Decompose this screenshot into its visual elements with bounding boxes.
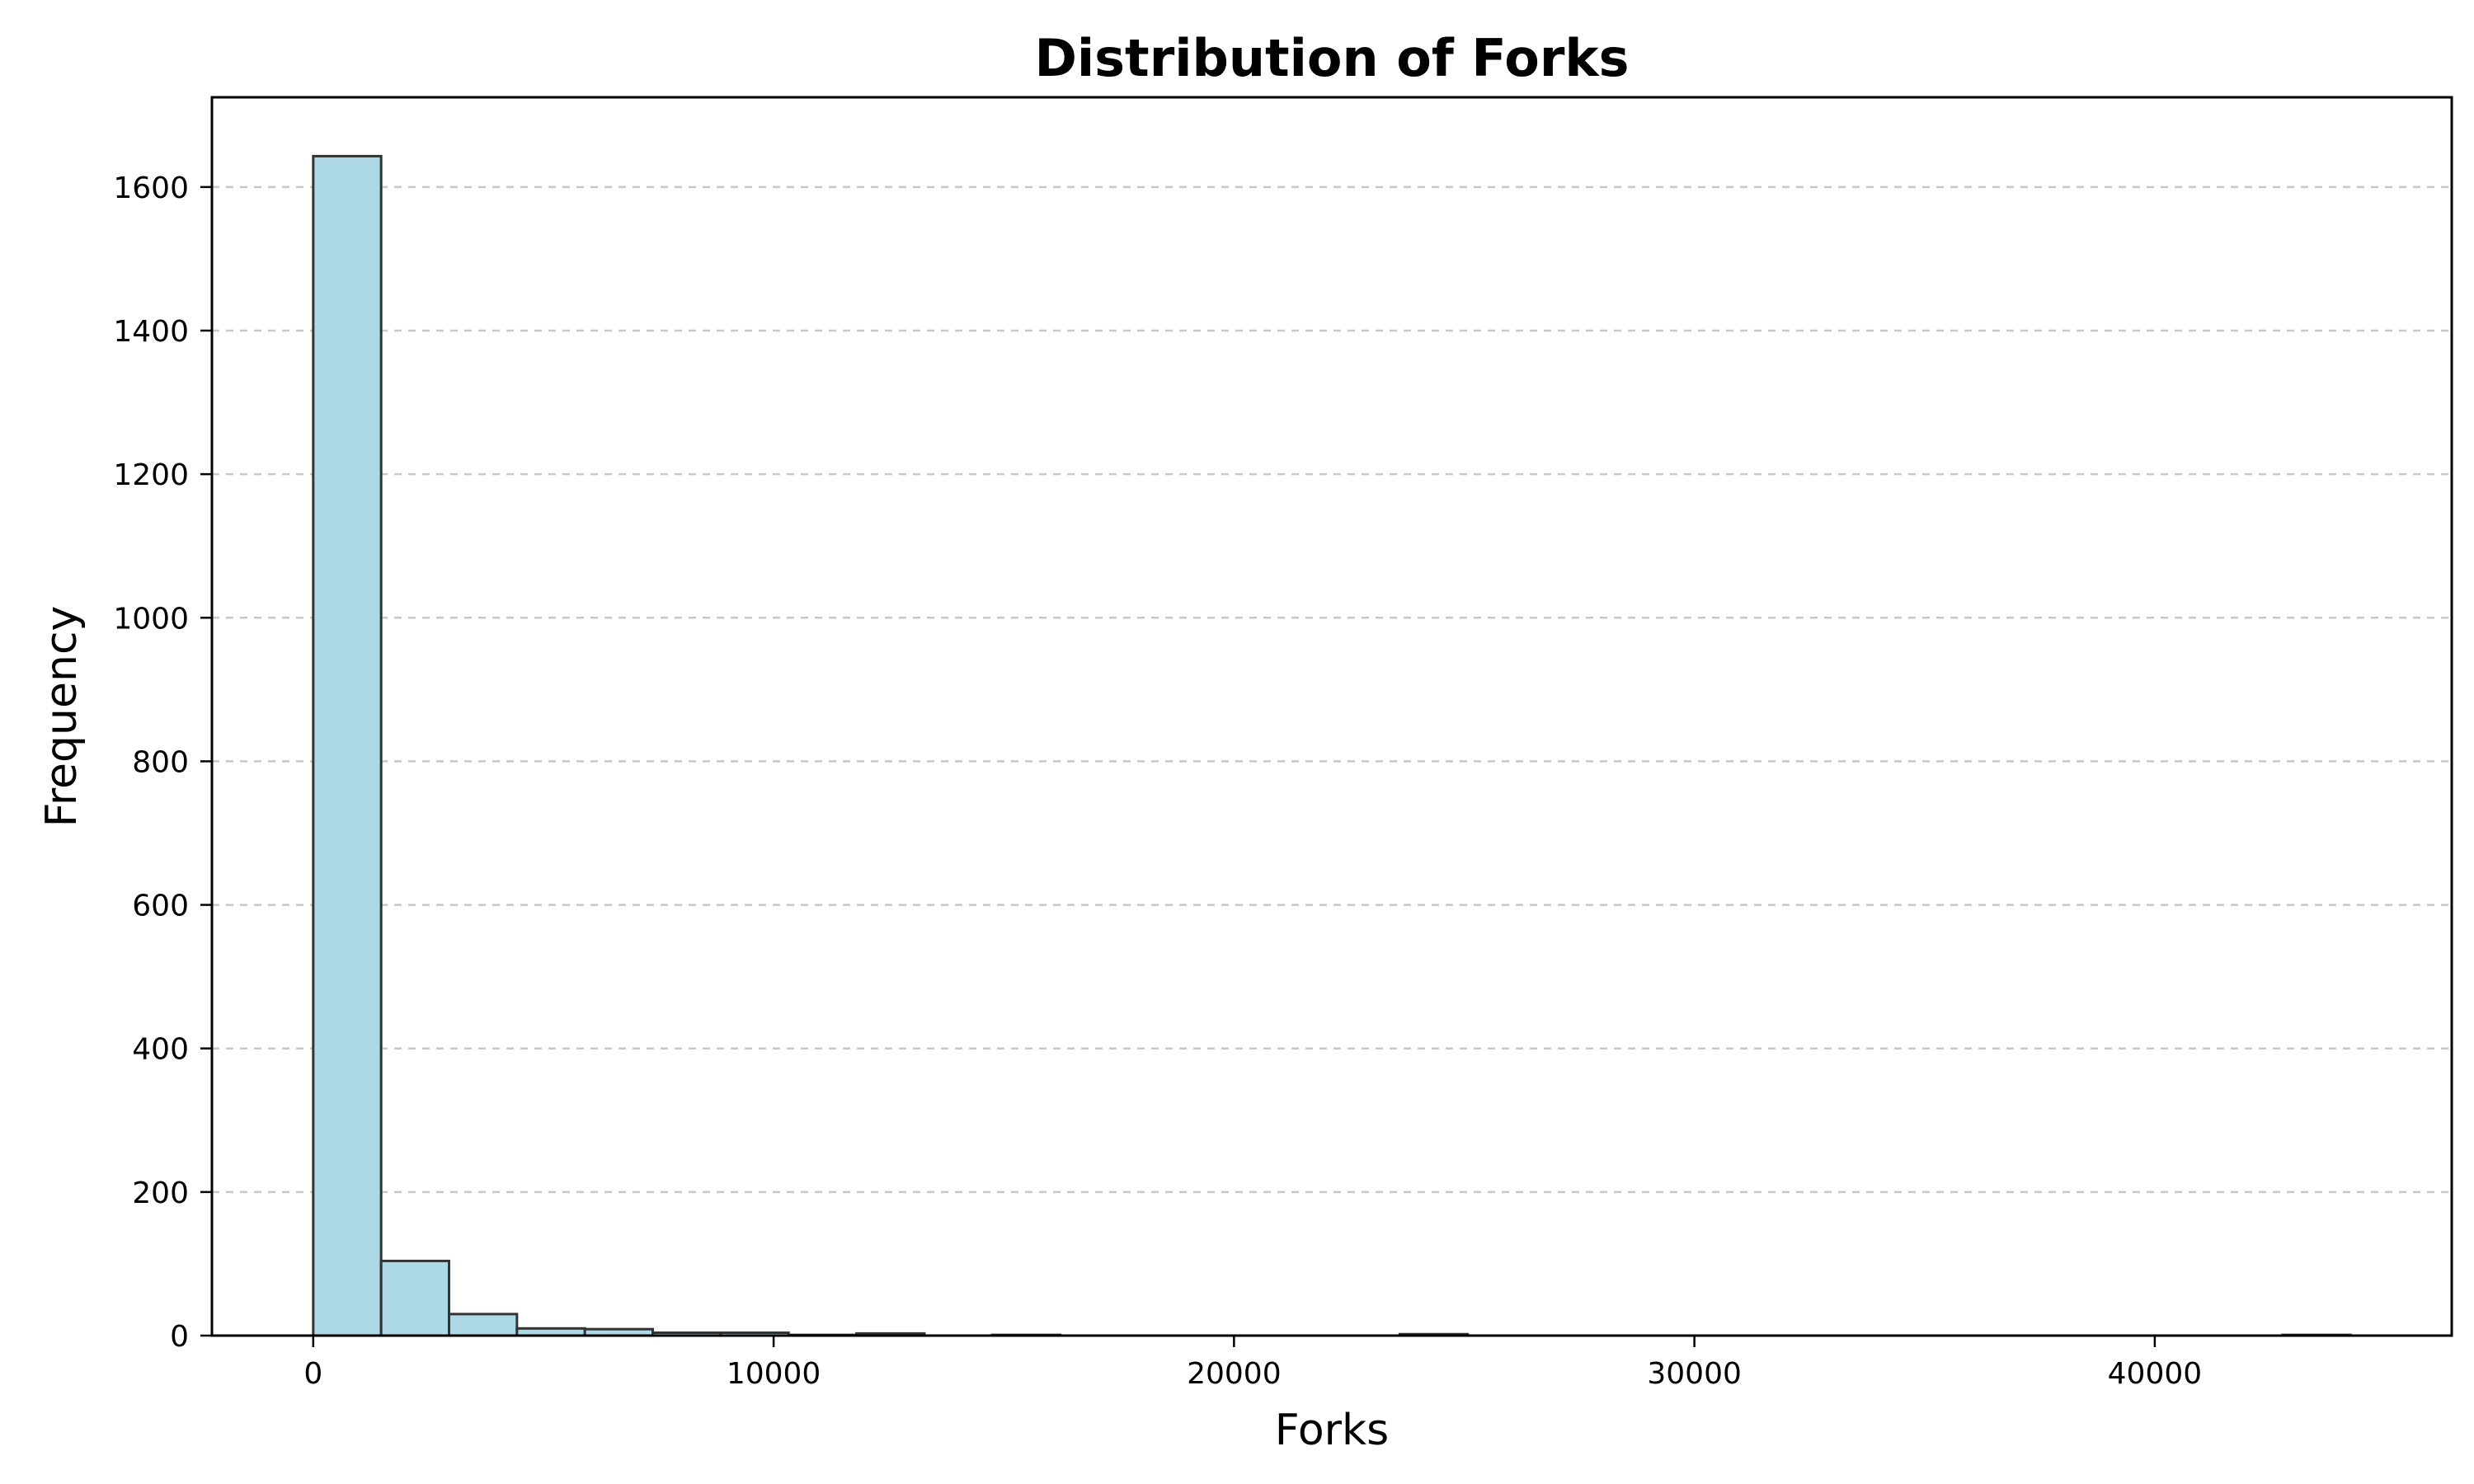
y-tick-label: 1000 [113, 602, 189, 636]
x-axis-ticks: 0 10000 20000 30000 40000 [303, 1336, 2202, 1391]
y-tick-label: 0 [170, 1320, 189, 1354]
histogram-bar-2 [448, 1313, 519, 1337]
x-tick-label: 30000 [1647, 1357, 1742, 1391]
y-tick-label: 1400 [113, 315, 189, 349]
y-axis-ticks: 0 200 400 600 800 1000 1200 1400 1600 [113, 171, 212, 1354]
histogram-bar-1 [379, 1259, 451, 1337]
y-tick-label: 600 [132, 890, 189, 923]
y-tick-label: 1200 [113, 458, 189, 492]
x-tick-label: 0 [303, 1357, 322, 1391]
gridlines [212, 186, 2452, 1194]
y-tick-label: 1600 [113, 171, 189, 205]
x-axis-label: Forks [1275, 1406, 1389, 1455]
chart-title: Distribution of Forks [1034, 28, 1629, 88]
x-tick-label: 20000 [1187, 1357, 1282, 1391]
histogram-bar-0 [312, 154, 383, 1337]
plot-area-frame [210, 96, 2453, 1337]
y-tick-label: 200 [132, 1176, 189, 1210]
y-tick-label: 800 [132, 745, 189, 779]
x-tick-label: 10000 [727, 1357, 821, 1391]
x-tick-label: 40000 [2108, 1357, 2203, 1391]
y-axis-label: Frequency [37, 606, 87, 828]
histogram-bars [312, 154, 2352, 1337]
y-tick-label: 400 [132, 1033, 189, 1067]
